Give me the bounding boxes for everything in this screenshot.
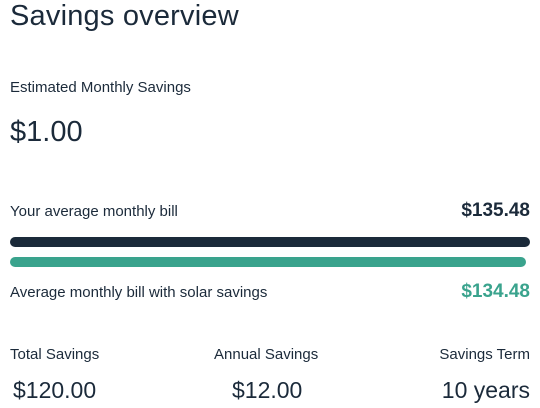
solar-bill-label: Average monthly bill with solar savings [10, 284, 268, 301]
solar-bill-bar [10, 257, 526, 267]
solar-bill-value: $134.48 [461, 281, 530, 302]
total-savings-label: Total Savings [10, 346, 100, 363]
annual-savings-value: $12.00 [232, 377, 303, 403]
solar-bill-row: Average monthly bill with solar savings … [10, 281, 530, 303]
annual-savings-label: Annual Savings [214, 346, 319, 363]
savings-term-stat: Savings Term 10 years [439, 346, 530, 404]
savings-term-label: Savings Term [439, 346, 530, 363]
current-bill-value: $135.48 [461, 200, 530, 221]
page-title: Savings overview [10, 0, 239, 32]
total-savings-value: $120.00 [13, 377, 97, 403]
savings-term-value: 10 years [441, 377, 530, 403]
total-savings-stat: Total Savings $120.00 [10, 346, 99, 404]
estimated-monthly-savings-value: $1.00 [10, 116, 83, 148]
current-bill-bar [10, 237, 530, 247]
estimated-monthly-savings-label: Estimated Monthly Savings [10, 79, 191, 96]
current-bill-row: Your average monthly bill $135.48 [10, 200, 530, 222]
annual-savings-stat: Annual Savings $12.00 [214, 346, 318, 404]
current-bill-label: Your average monthly bill [10, 203, 178, 220]
